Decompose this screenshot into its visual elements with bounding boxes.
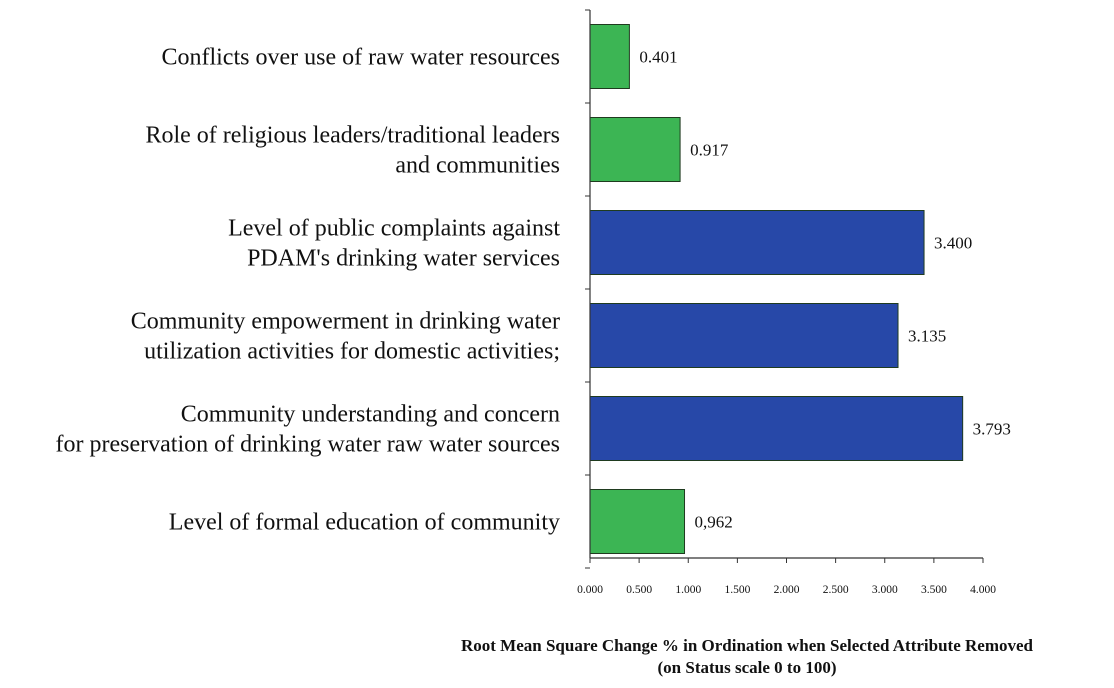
category-label-5-line-2: for preservation of drinking water raw w… [56,432,560,458]
category-label-2-line-2: and communities [395,153,560,179]
x-tick-label-5: 2.000 [774,584,800,596]
value-label-2: 0.917 [690,141,729,160]
category-label-4-line-1: Community empowerment in drinking water [131,309,560,335]
bar-3 [589,210,925,275]
value-label-6: 0,962 [695,513,733,532]
x-axis-label: Root Mean Square Change % in Ordination … [380,635,1114,679]
category-label-3-line-2: PDAM's drinking water services [247,246,560,272]
x-tick-label-2: 0.500 [626,584,652,596]
x-tick-label-1: 0.000 [577,584,603,596]
category-label-3-line-1: Level of public complaints against [228,216,560,242]
value-label-1: 0.401 [639,48,677,67]
bar-5 [589,396,964,461]
x-tick-label-6: 2.500 [823,584,849,596]
x-tick-label-4: 1.500 [724,584,750,596]
value-label-5: 3.793 [973,420,1011,439]
x-tick-label-7: 3.000 [872,584,898,596]
bar-4 [589,303,899,368]
x-axis-label-line-1: Root Mean Square Change % in Ordination … [460,636,1033,655]
category-label-6: Level of formal education of community [169,510,560,536]
category-label-5-line-1: Community understanding and concern [181,402,560,428]
x-tick-label-3: 1.000 [675,584,701,596]
category-label-4-line-2: utilization activities for domestic acti… [144,339,560,365]
category-label-2-line-1: Role of religious leaders/traditional le… [145,123,560,149]
bar-1 [589,24,630,89]
category-label-1: Conflicts over use of raw water resource… [161,45,560,71]
x-tick-label-8: 3.500 [921,584,947,596]
bar-2 [589,117,681,182]
x-tick-label-9: 4.000 [970,584,996,596]
value-label-4: 3.135 [908,327,946,346]
bar-6 [589,489,686,554]
value-label-3: 3.400 [934,234,972,253]
x-axis-label-line-2: (on Status scale 0 to 100) [657,658,837,677]
